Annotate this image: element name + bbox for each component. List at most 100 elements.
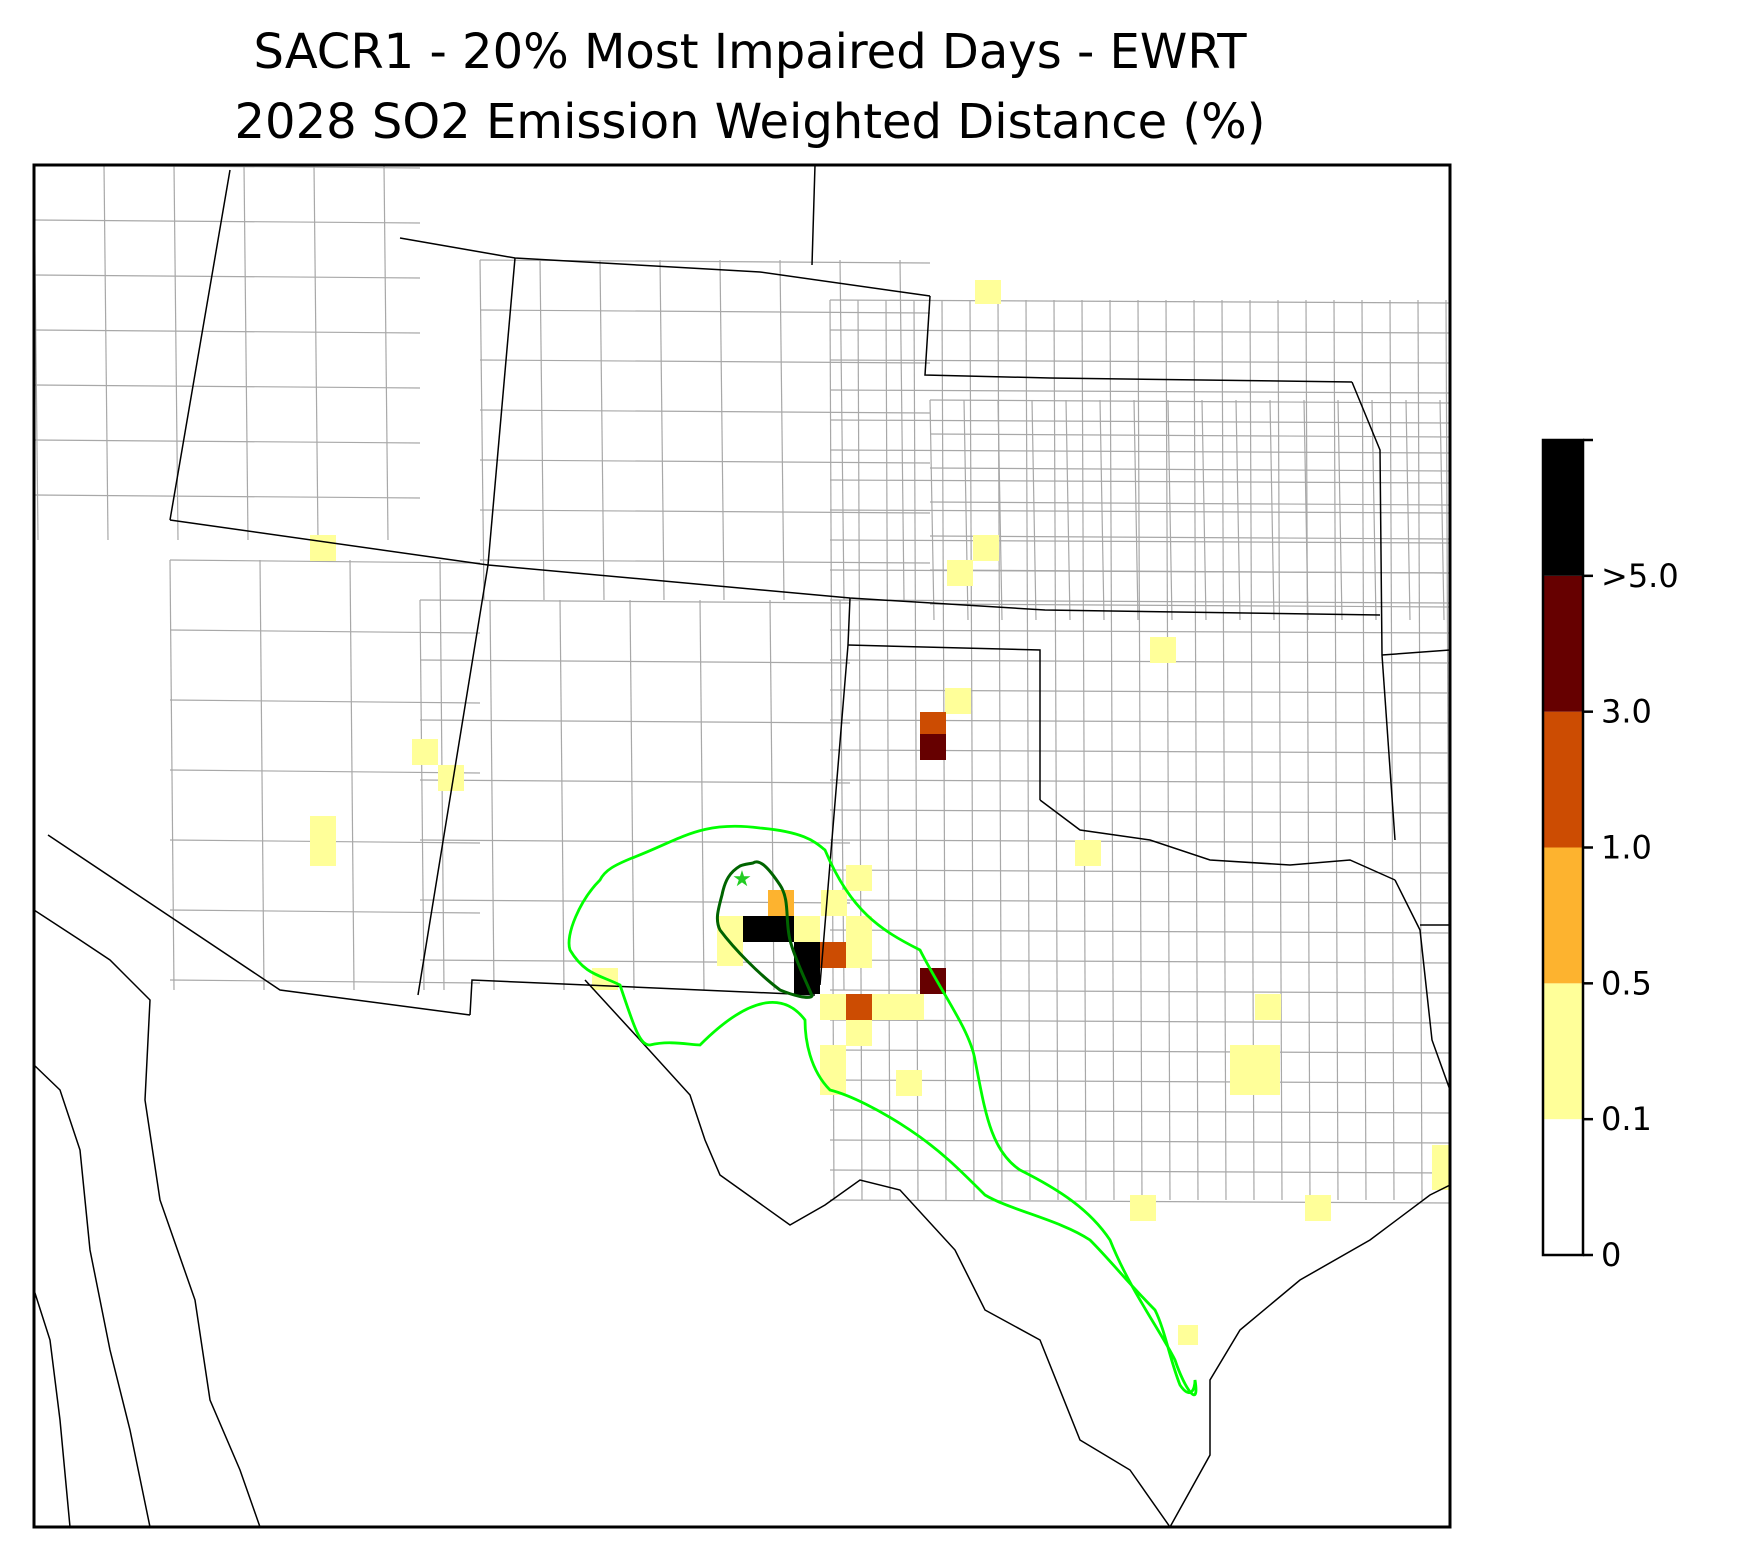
- wyoming-south: [399, 237, 931, 297]
- county-line: [34, 274, 421, 279]
- county-line: [629, 599, 635, 991]
- emission-cell: [1230, 1045, 1280, 1095]
- county-line: [829, 659, 1450, 664]
- county-line: [929, 399, 1450, 404]
- county-line: [829, 869, 1450, 874]
- colorbar-bin: [1543, 575, 1583, 712]
- emission-cell: [1255, 994, 1281, 1020]
- county-line: [1167, 399, 1173, 621]
- county-line: [1109, 299, 1115, 1201]
- county-line: [419, 719, 851, 724]
- emission-cell: [1305, 1195, 1331, 1221]
- county-line: [699, 599, 705, 991]
- county-line: [829, 299, 1450, 304]
- county-line: [34, 384, 421, 389]
- map-title-line1: SACR1 - 20% Most Impaired Days - EWRT: [253, 24, 1247, 80]
- emission-cell: [846, 942, 872, 968]
- county-line: [829, 359, 1450, 364]
- county-line: [829, 1169, 1450, 1174]
- county-line: [479, 409, 931, 414]
- county-line: [1277, 299, 1283, 1201]
- emission-cell: [820, 994, 846, 1020]
- emission-cell: [1075, 840, 1101, 866]
- county-line: [489, 599, 495, 991]
- emission-cell: [1178, 1325, 1198, 1345]
- star-icon: ★: [732, 867, 752, 892]
- county-line: [829, 899, 1450, 904]
- emission-cell: [920, 734, 946, 760]
- county-line: [719, 259, 725, 601]
- emission-cell: [412, 739, 438, 765]
- county-line: [829, 329, 1450, 334]
- colorbar-tick-label: 1.0: [1601, 829, 1652, 867]
- county-line: [34, 494, 421, 499]
- nebraska-west: [811, 165, 816, 266]
- county-line: [829, 959, 1450, 964]
- county-line: [1417, 299, 1423, 1201]
- county-line: [559, 599, 565, 991]
- colorbar-tick-label: 0: [1601, 1236, 1621, 1274]
- county-line: [169, 629, 481, 634]
- county-line: [419, 779, 851, 784]
- county-line: [1031, 399, 1037, 621]
- trajectory-outer-contour: [567, 824, 1198, 1396]
- ks-east: [1351, 381, 1383, 656]
- county-line: [1389, 299, 1395, 1201]
- county-line: [829, 929, 1450, 934]
- county-line: [1081, 299, 1087, 1201]
- county-line: [829, 1139, 1450, 1144]
- emission-cell: [742, 916, 794, 942]
- az-south: [47, 834, 471, 1016]
- emission-cell: [872, 994, 924, 1020]
- county-line: [419, 839, 851, 844]
- emission-cell: [920, 712, 946, 734]
- mexico-coast-2: [34, 1064, 151, 1527]
- emission-cell: [846, 1020, 872, 1046]
- emission-cell: [1150, 637, 1176, 663]
- county-line: [1333, 299, 1339, 1201]
- emission-cell: [846, 865, 872, 891]
- colorbar-tick-label: 0.5: [1601, 964, 1652, 1002]
- county-line: [383, 165, 389, 541]
- county-line: [839, 599, 845, 991]
- county-line: [1025, 299, 1031, 1201]
- county-line: [479, 359, 931, 364]
- county-line: [1269, 399, 1275, 621]
- county-line: [899, 259, 905, 601]
- county-line: [929, 399, 935, 621]
- ok-panhandle: [847, 644, 1041, 800]
- tx-la: [1394, 879, 1450, 1091]
- emission-cell: [896, 1070, 922, 1096]
- county-line: [829, 539, 1450, 544]
- county-line: [829, 509, 1450, 514]
- colorado-west: [487, 257, 516, 566]
- rio-grande: [584, 979, 1171, 1527]
- ok-east: [1381, 654, 1396, 841]
- county-line: [1235, 399, 1241, 621]
- county-line: [1053, 299, 1059, 1201]
- emission-cell: [310, 535, 336, 561]
- emission-cell: [947, 560, 973, 586]
- nm-south: [469, 979, 816, 1016]
- emission-cell: [973, 535, 999, 561]
- county-line: [243, 165, 249, 541]
- utah-colorado-west: [169, 169, 231, 521]
- county-line: [839, 259, 845, 601]
- county-line: [103, 165, 109, 541]
- emission-cell: [975, 280, 1001, 304]
- emission-cell: [846, 916, 872, 942]
- county-line: [419, 599, 851, 604]
- county-line: [169, 979, 481, 984]
- county-line: [659, 259, 665, 601]
- baja-coast: [34, 1289, 71, 1527]
- county-line: [829, 1079, 1450, 1084]
- county-line: [479, 259, 485, 601]
- map-title-line2: 2028 SO2 Emission Weighted Distance (%): [234, 94, 1266, 150]
- colorbar-bin: [1543, 711, 1583, 848]
- colorbar-tick-label: 0.1: [1601, 1100, 1652, 1138]
- county-line: [419, 959, 851, 964]
- county-line: [479, 309, 931, 314]
- county-line: [829, 389, 1450, 394]
